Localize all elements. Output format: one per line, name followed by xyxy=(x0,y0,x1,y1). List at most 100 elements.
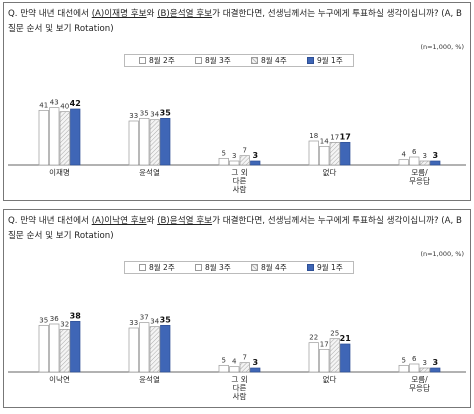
unit-label: (n=1,000, %) xyxy=(420,43,464,51)
data-label-3-2: 25 xyxy=(330,330,339,338)
bar-1-3 xyxy=(160,324,171,373)
bar-4-2 xyxy=(419,367,430,373)
bar-4-1 xyxy=(409,156,420,166)
category-label-3: 없다 xyxy=(323,168,337,177)
option-a: (A)이재명 후보 xyxy=(91,9,147,19)
bar-2-2 xyxy=(239,155,250,166)
category-label-2: 그 외 xyxy=(231,374,247,384)
bar-3-2 xyxy=(329,141,340,166)
bar-1-2 xyxy=(149,119,160,166)
data-label-3-3: 17 xyxy=(340,132,351,141)
bar-2-1 xyxy=(229,366,240,373)
legend-swatch-2 xyxy=(251,57,258,64)
bar-4-1 xyxy=(409,363,420,373)
legend-swatch-1 xyxy=(195,264,202,271)
data-label-4-0: 4 xyxy=(402,151,407,159)
data-label-0-2: 40 xyxy=(60,103,69,111)
bar-3-2 xyxy=(329,338,340,373)
legend-swatch-2 xyxy=(251,264,258,271)
category-label-1: 윤석열 xyxy=(139,374,160,384)
bar-0-0 xyxy=(38,324,49,373)
bar-3-0 xyxy=(308,342,319,373)
data-label-2-1: 3 xyxy=(232,152,236,160)
data-label-1-1: 35 xyxy=(140,109,149,117)
data-label-1-3: 35 xyxy=(160,315,172,324)
bar-3-1 xyxy=(319,145,330,166)
category-label-2: 다른 xyxy=(233,384,247,393)
data-label-0-1: 43 xyxy=(50,99,59,107)
bar-0-3 xyxy=(70,320,81,373)
option-a: (A)이낙연 후보 xyxy=(91,216,147,226)
data-label-1-0: 33 xyxy=(129,319,138,327)
data-label-4-2: 3 xyxy=(423,359,427,367)
data-label-2-3: 3 xyxy=(252,358,258,367)
legend-swatch-3 xyxy=(307,57,314,64)
data-label-2-0: 5 xyxy=(222,149,226,157)
category-label-3: 없다 xyxy=(323,375,337,384)
option-b: (B)윤석열 후보 xyxy=(157,216,213,226)
data-label-4-3: 3 xyxy=(432,151,438,160)
bar-1-0 xyxy=(128,327,139,373)
data-label-4-2: 3 xyxy=(423,152,427,160)
data-label-0-3: 42 xyxy=(70,99,81,108)
category-label-2: 사람 xyxy=(233,392,247,401)
bar-4-3 xyxy=(430,367,441,373)
bar-0-2 xyxy=(59,111,70,166)
bar-0-0 xyxy=(38,109,49,166)
data-label-1-1: 37 xyxy=(140,314,149,322)
chart-panel-0: Q. 만약 내년 대선에서 (A)이재명 후보와 (B)윤석열 후보가 대결한다… xyxy=(3,2,471,201)
bar-1-2 xyxy=(149,326,160,373)
data-label-3-1: 17 xyxy=(320,340,329,348)
bar-2-2 xyxy=(239,362,250,373)
data-label-4-1: 6 xyxy=(412,148,417,156)
data-label-1-2: 34 xyxy=(150,318,159,326)
bar-1-3 xyxy=(160,117,171,166)
bar-4-0 xyxy=(398,159,409,166)
data-label-4-3: 3 xyxy=(432,358,438,367)
data-label-3-0: 22 xyxy=(309,334,318,342)
data-label-3-0: 18 xyxy=(309,132,318,140)
category-label-1: 윤석열 xyxy=(139,167,160,177)
legend-swatch-1 xyxy=(195,57,202,64)
data-label-1-2: 34 xyxy=(150,111,159,119)
bar-0-1 xyxy=(49,323,60,373)
legend-swatch-0 xyxy=(139,264,146,271)
data-label-0-1: 36 xyxy=(50,315,59,323)
bar-0-1 xyxy=(49,107,60,166)
bar-3-3 xyxy=(340,141,351,166)
legend-swatch-3 xyxy=(307,264,314,271)
legend: 8월 2주 8월 3주 8월 4주 9월 1주 xyxy=(124,261,354,274)
data-label-2-2: 7 xyxy=(243,354,247,362)
data-label-2-1: 4 xyxy=(232,358,237,366)
bar-1-0 xyxy=(128,120,139,166)
bar-3-3 xyxy=(340,343,351,373)
bar-1-1 xyxy=(139,117,150,166)
bar-2-1 xyxy=(229,160,240,166)
bar-4-0 xyxy=(398,364,409,373)
bar-4-3 xyxy=(430,160,441,166)
bar-4-2 xyxy=(419,160,430,166)
category-label-4: 모름/ xyxy=(411,168,428,177)
category-label-0: 이재명 xyxy=(49,167,70,177)
data-label-0-2: 32 xyxy=(60,320,69,328)
data-label-2-2: 7 xyxy=(243,147,247,155)
data-label-1-0: 33 xyxy=(129,112,138,120)
data-label-3-1: 14 xyxy=(320,137,329,145)
data-label-3-3: 21 xyxy=(340,334,352,343)
legend-swatch-0 xyxy=(139,57,146,64)
data-label-4-0: 5 xyxy=(402,356,406,364)
data-label-2-0: 5 xyxy=(222,356,226,364)
category-label-0: 이낙연 xyxy=(49,374,70,384)
bar-2-0 xyxy=(218,364,229,373)
data-label-0-0: 41 xyxy=(39,101,48,109)
question-text: Q. 만약 내년 대선에서 (A)이낙연 후보와 (B)윤석열 후보가 대결한다… xyxy=(8,216,462,241)
category-label-4: 무응답 xyxy=(409,176,430,186)
data-label-0-0: 35 xyxy=(39,316,48,324)
category-label-2: 그 외 xyxy=(231,167,247,177)
bar-2-3 xyxy=(250,367,261,373)
category-label-2: 다른 xyxy=(233,177,247,186)
chart-panel-1: Q. 만약 내년 대선에서 (A)이낙연 후보와 (B)윤석열 후보가 대결한다… xyxy=(3,209,471,408)
bar-1-1 xyxy=(139,322,150,373)
question-text: Q. 만약 내년 대선에서 (A)이재명 후보와 (B)윤석열 후보가 대결한다… xyxy=(8,9,462,34)
